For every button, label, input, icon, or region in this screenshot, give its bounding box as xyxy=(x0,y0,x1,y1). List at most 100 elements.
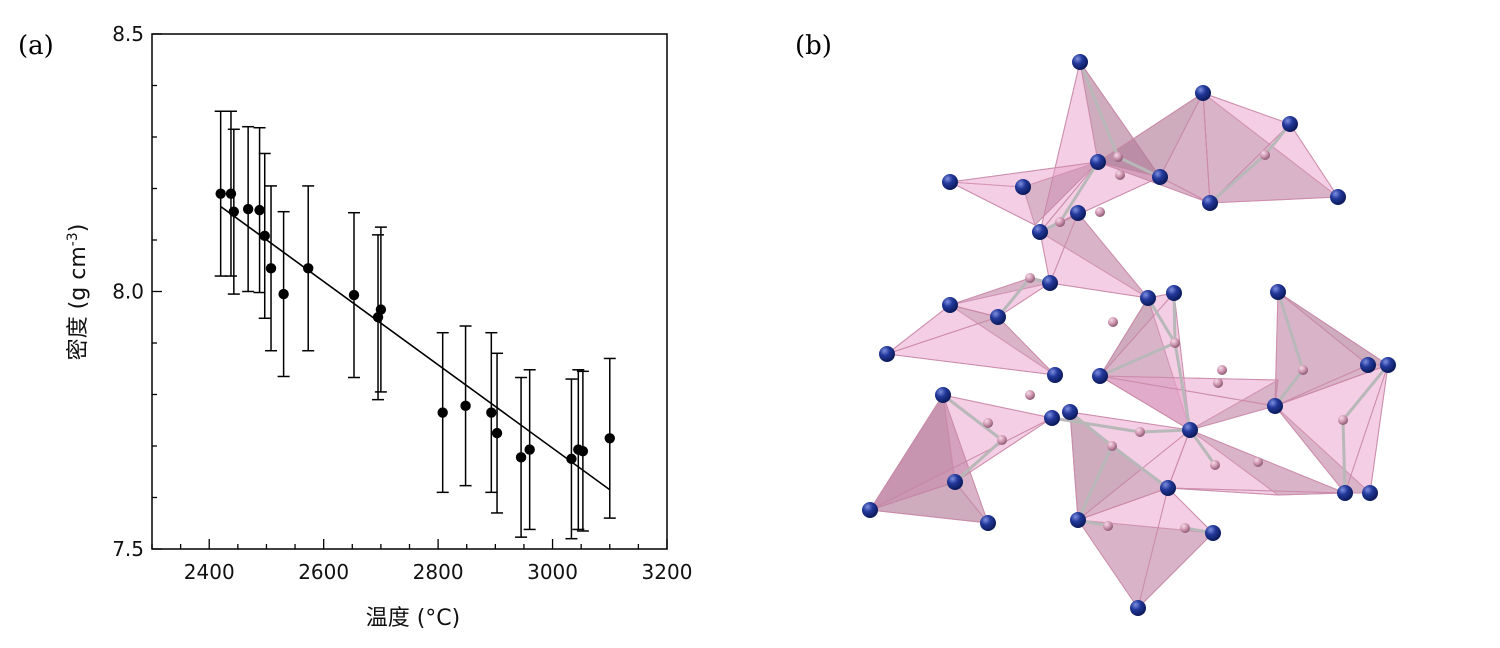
tetrahedron-face xyxy=(1137,487,1214,610)
anion-atom xyxy=(1360,357,1376,373)
cation-atom xyxy=(1108,317,1118,327)
tetrahedron-face xyxy=(1097,161,1211,204)
data-point xyxy=(278,288,289,300)
data-point xyxy=(254,204,265,216)
x-tick-label: 2600 xyxy=(298,560,349,584)
anion-atom xyxy=(942,174,958,190)
tetrahedron-face xyxy=(1167,487,1346,496)
anion-atom xyxy=(1092,368,1108,384)
bond xyxy=(1058,160,1100,224)
cation-atom xyxy=(1107,441,1117,451)
data-point xyxy=(265,263,277,274)
bond xyxy=(1341,418,1347,495)
anion-atom xyxy=(1047,367,1063,383)
data-point xyxy=(486,407,497,418)
bond xyxy=(1078,60,1120,159)
anion-atom xyxy=(1042,275,1058,291)
y-tick-label: 7.5 xyxy=(112,537,144,561)
bond xyxy=(996,276,1032,319)
anion-atom xyxy=(1072,54,1088,70)
data-point xyxy=(259,230,270,242)
y-axis-label-main: 密度 (g cm xyxy=(66,246,91,360)
cation-atom xyxy=(983,418,993,428)
fit-line xyxy=(220,205,611,491)
tetrahedron-face xyxy=(886,316,1057,376)
tetrahedron xyxy=(868,393,990,524)
anion-atom xyxy=(1380,357,1396,373)
cation-atom xyxy=(1298,365,1308,375)
anion-atom xyxy=(1166,285,1182,301)
anion-atom xyxy=(1044,410,1060,426)
anion-atom xyxy=(942,297,958,313)
anion-atom xyxy=(1140,290,1156,306)
anion-atom xyxy=(935,387,951,403)
anion-atom xyxy=(1070,512,1086,528)
y-tick-label: 8.0 xyxy=(112,280,144,304)
cation-atom xyxy=(1253,457,1263,467)
tetrahedron xyxy=(1076,487,1215,610)
x-tick-label: 3200 xyxy=(642,560,693,584)
data-point xyxy=(215,188,226,199)
tetrahedron-face xyxy=(1049,212,1150,299)
fit-line-group xyxy=(220,205,611,491)
cation-atom xyxy=(1055,217,1065,227)
cation-atoms xyxy=(983,150,1348,533)
cation-atom xyxy=(1103,521,1113,531)
data-point xyxy=(566,453,577,465)
error-bars xyxy=(214,110,616,540)
anion-atom xyxy=(1182,422,1198,438)
bond xyxy=(1341,363,1390,422)
cation-atom xyxy=(1095,207,1105,217)
tetrahedron-face xyxy=(942,394,989,524)
anion-atom xyxy=(1362,485,1378,501)
anion-atom xyxy=(1205,525,1221,541)
cation-atom xyxy=(1025,273,1035,283)
cation-atom xyxy=(1135,427,1145,437)
tetrahedron xyxy=(1038,211,1150,299)
anion-atom xyxy=(1070,205,1086,221)
anion-atom xyxy=(1090,154,1106,170)
tetrahedra xyxy=(868,60,1390,610)
tetrahedron xyxy=(1098,375,1280,431)
bond xyxy=(1098,341,1177,378)
bond xyxy=(1076,444,1114,522)
anion-atom xyxy=(862,502,878,518)
anion-atom xyxy=(1330,189,1346,205)
anion-atom xyxy=(1152,169,1168,185)
data-point xyxy=(524,444,535,455)
cation-atom xyxy=(1213,378,1223,388)
anion-atom xyxy=(1032,224,1048,240)
bond xyxy=(1050,416,1142,434)
bond xyxy=(1276,290,1305,372)
cation-atom xyxy=(1115,170,1125,180)
anion-atom xyxy=(1130,600,1146,616)
anion-atom xyxy=(1270,284,1286,300)
tetrahedron xyxy=(885,304,1057,376)
x-tick-label: 2400 xyxy=(184,560,235,584)
data-points xyxy=(215,188,615,465)
data-point xyxy=(460,400,471,412)
data-point xyxy=(225,188,237,199)
data-point xyxy=(437,407,448,418)
cation-atom xyxy=(1113,152,1123,162)
data-point xyxy=(491,427,503,439)
crystal-structure-illustration: (b) xyxy=(795,31,1396,616)
x-tick-label: 3000 xyxy=(527,560,578,584)
y-axis-label-close: ) xyxy=(66,224,91,233)
density-temperature-chart: (a) 2400 2600 2800 3000 3200 7.5 8.0 8.5 温度 (°C… xyxy=(18,22,693,631)
tetrahedron-face xyxy=(1208,123,1339,204)
tetrahedron xyxy=(1274,364,1389,495)
anion-atom xyxy=(1160,480,1176,496)
data-point xyxy=(604,433,615,444)
cation-atom xyxy=(997,435,1007,445)
data-point xyxy=(303,263,314,274)
cation-atom xyxy=(1217,365,1227,375)
anion-atom xyxy=(1202,195,1218,211)
tetrahedron xyxy=(1167,429,1346,496)
data-point xyxy=(348,289,360,301)
bond xyxy=(1068,410,1114,448)
bond xyxy=(1172,291,1177,345)
cation-atom xyxy=(1180,523,1190,533)
data-point xyxy=(228,206,240,217)
bond xyxy=(1173,341,1192,432)
